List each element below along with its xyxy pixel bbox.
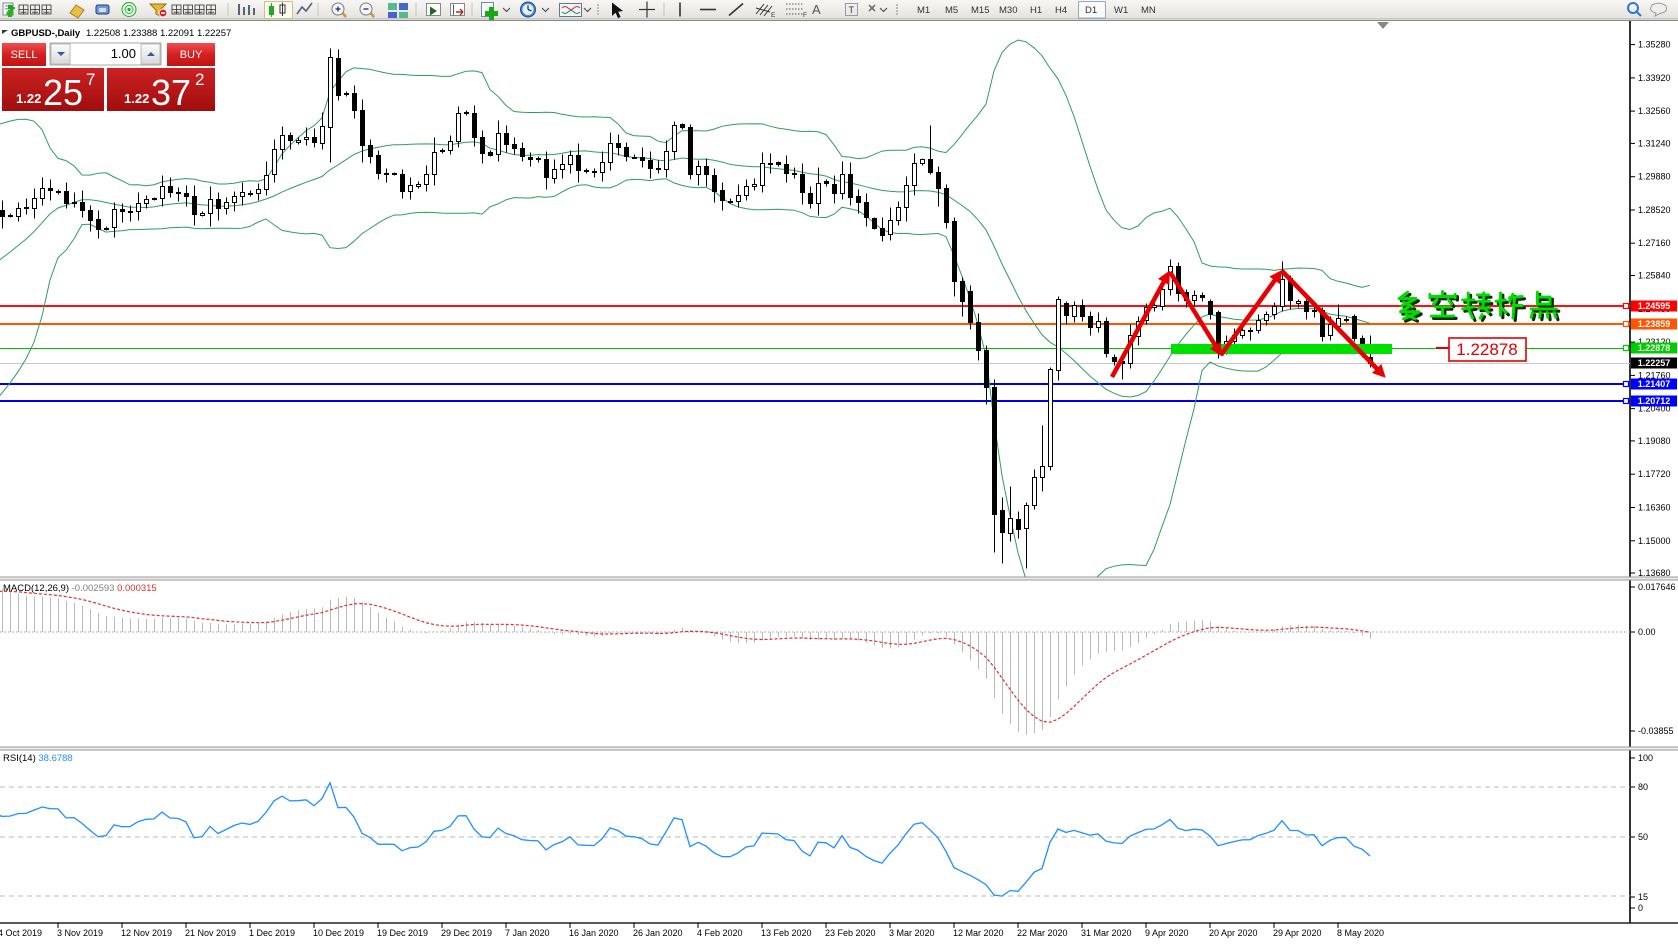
- svg-text:1.19080: 1.19080: [1638, 436, 1671, 446]
- svg-text:1.23859: 1.23859: [1638, 319, 1671, 329]
- svg-text:9 Apr 2020: 9 Apr 2020: [1145, 928, 1189, 938]
- svg-text:24 Oct 2019: 24 Oct 2019: [0, 928, 42, 938]
- svg-text:1.16360: 1.16360: [1638, 503, 1671, 513]
- svg-text:1.00: 1.00: [111, 46, 136, 61]
- svg-text:1.21760: 1.21760: [1638, 370, 1671, 380]
- svg-text:7: 7: [86, 70, 95, 89]
- svg-text:0: 0: [1638, 903, 1643, 913]
- svg-text:F: F: [803, 12, 807, 19]
- svg-text:1.23120: 1.23120: [1638, 337, 1671, 347]
- svg-text:BUY: BUY: [180, 49, 203, 61]
- svg-text:H4: H4: [1055, 5, 1067, 16]
- svg-text:MACD(12,26,9) -0.002593 0.0003: MACD(12,26,9) -0.002593 0.000315: [3, 583, 157, 594]
- svg-text:23 Feb 2020: 23 Feb 2020: [825, 928, 876, 938]
- svg-text:37: 37: [151, 72, 191, 113]
- svg-text:4 Feb 2020: 4 Feb 2020: [697, 928, 743, 938]
- svg-text:1.22508 1.23388 1.22091 1.2225: 1.22508 1.23388 1.22091 1.22257: [86, 28, 231, 39]
- svg-text:1.13680: 1.13680: [1638, 568, 1671, 578]
- svg-text:1.33920: 1.33920: [1638, 73, 1671, 83]
- svg-text:10 Dec 2019: 10 Dec 2019: [313, 928, 364, 938]
- svg-text:1.25840: 1.25840: [1638, 271, 1671, 281]
- svg-text:12 Nov 2019: 12 Nov 2019: [121, 928, 172, 938]
- svg-text:1.21407: 1.21407: [1638, 379, 1671, 389]
- svg-text:20 Apr 2020: 20 Apr 2020: [1209, 928, 1258, 938]
- svg-text:7 Jan 2020: 7 Jan 2020: [505, 928, 550, 938]
- svg-text:T: T: [849, 5, 855, 15]
- svg-text:1.28520: 1.28520: [1638, 205, 1671, 215]
- svg-text:M15: M15: [971, 5, 989, 16]
- svg-text:22 Mar 2020: 22 Mar 2020: [1017, 928, 1068, 938]
- svg-text:80: 80: [1638, 782, 1648, 792]
- svg-text:1.22878: 1.22878: [1638, 343, 1671, 353]
- svg-text:W1: W1: [1114, 5, 1128, 16]
- svg-text:1.15000: 1.15000: [1638, 536, 1671, 546]
- svg-text:26 Jan 2020: 26 Jan 2020: [633, 928, 683, 938]
- svg-text:RSI(14) 38.6788: RSI(14) 38.6788: [3, 753, 73, 764]
- svg-text:1.29880: 1.29880: [1638, 172, 1671, 182]
- svg-text:1.22: 1.22: [124, 91, 149, 106]
- svg-text:100: 100: [1638, 753, 1653, 763]
- svg-text:15: 15: [1638, 892, 1648, 902]
- svg-text:13 Feb 2020: 13 Feb 2020: [761, 928, 812, 938]
- svg-text:0.00: 0.00: [1638, 627, 1656, 637]
- svg-text:1.32560: 1.32560: [1638, 106, 1671, 116]
- svg-text:1.35280: 1.35280: [1638, 40, 1671, 50]
- svg-text:29 Apr 2020: 29 Apr 2020: [1273, 928, 1322, 938]
- svg-text:12 Mar 2020: 12 Mar 2020: [953, 928, 1004, 938]
- svg-text:31 Mar 2020: 31 Mar 2020: [1081, 928, 1132, 938]
- svg-text:3 Mar 2020: 3 Mar 2020: [889, 928, 935, 938]
- svg-text:1.22878: 1.22878: [1456, 340, 1517, 359]
- svg-text:M30: M30: [999, 5, 1017, 16]
- svg-text:M5: M5: [945, 5, 958, 16]
- svg-text:1.27160: 1.27160: [1638, 238, 1671, 248]
- svg-text:1.20712: 1.20712: [1638, 396, 1671, 406]
- svg-text:19 Dec 2019: 19 Dec 2019: [377, 928, 428, 938]
- svg-text:D1: D1: [1085, 5, 1097, 16]
- svg-text:1.20400: 1.20400: [1638, 404, 1671, 414]
- svg-text:1 Dec 2019: 1 Dec 2019: [249, 928, 295, 938]
- svg-text:M1: M1: [917, 5, 930, 16]
- svg-text:3 Nov 2019: 3 Nov 2019: [57, 928, 103, 938]
- svg-text:29 Dec 2019: 29 Dec 2019: [441, 928, 492, 938]
- svg-text:SELL: SELL: [11, 49, 38, 61]
- svg-text:1.17720: 1.17720: [1638, 469, 1671, 479]
- svg-text:1.22257: 1.22257: [1638, 358, 1671, 368]
- svg-text:21 Nov 2019: 21 Nov 2019: [185, 928, 236, 938]
- svg-text:1.31240: 1.31240: [1638, 138, 1671, 148]
- svg-text:2: 2: [195, 70, 204, 89]
- svg-text:H1: H1: [1030, 5, 1042, 16]
- svg-text:25: 25: [43, 72, 83, 113]
- svg-text:E: E: [771, 12, 776, 19]
- svg-text:1.22: 1.22: [16, 91, 41, 106]
- svg-text:A: A: [812, 2, 821, 17]
- svg-text:8 May 2020: 8 May 2020: [1337, 928, 1384, 938]
- svg-text:50: 50: [1638, 832, 1648, 842]
- svg-text:16 Jan 2020: 16 Jan 2020: [569, 928, 619, 938]
- svg-text:0.017646: 0.017646: [1638, 582, 1676, 592]
- svg-text:MN: MN: [1141, 5, 1156, 16]
- svg-text:1.24595: 1.24595: [1638, 301, 1671, 311]
- svg-text:-0.03855: -0.03855: [1638, 726, 1674, 736]
- svg-text:GBPUSD-,Daily: GBPUSD-,Daily: [11, 28, 81, 39]
